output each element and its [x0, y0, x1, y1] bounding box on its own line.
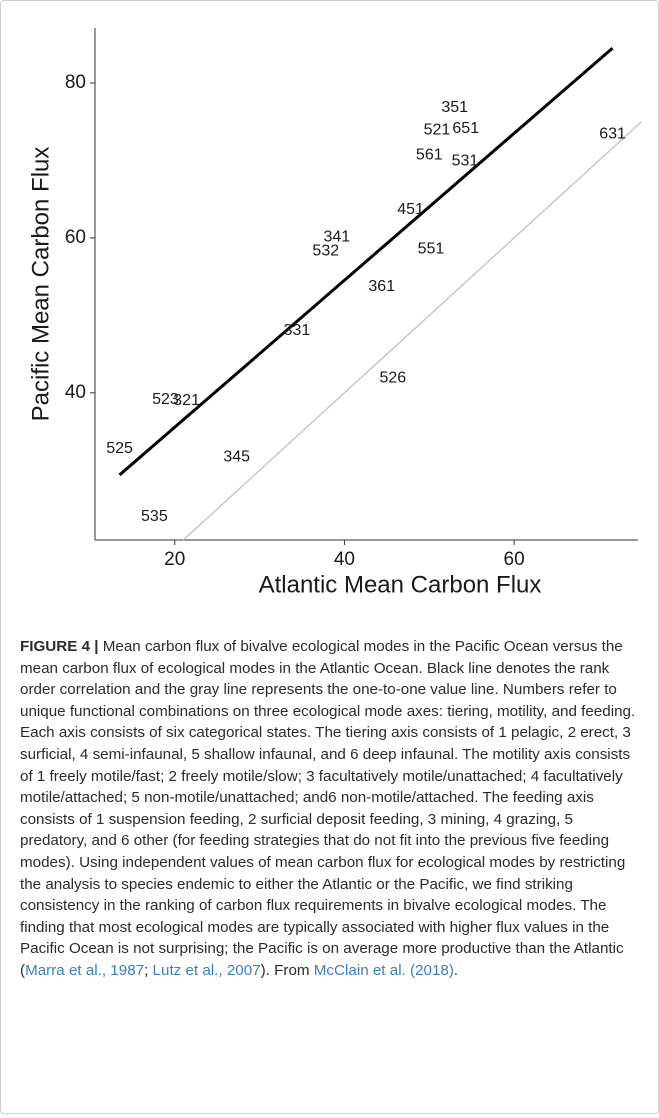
y-tick-label: 80 — [65, 72, 86, 93]
citation-link[interactable]: McClain et al. (2018) — [313, 961, 454, 979]
point-label: 523 — [152, 391, 179, 408]
x-tick-label: 40 — [334, 549, 355, 570]
y-tick-label: 60 — [65, 227, 86, 248]
caption-text: ; — [144, 961, 153, 979]
point-label: 525 — [106, 440, 133, 457]
citation-link[interactable]: Lutz et al., 2007 — [152, 961, 261, 979]
caption-text: ). From — [260, 961, 314, 979]
point-label: 531 — [452, 152, 479, 169]
caption-label: FIGURE 4 | — [20, 638, 99, 655]
point-label: 651 — [452, 120, 479, 137]
point-label: 521 — [424, 121, 451, 138]
caption-text: Mean carbon flux of bivalve ecological m… — [20, 638, 636, 979]
point-label: 331 — [284, 322, 311, 339]
point-label: 532 — [312, 242, 339, 259]
point-label: 451 — [397, 201, 424, 218]
point-label: 535 — [141, 508, 168, 525]
caption: FIGURE 4 | Mean carbon flux of bivalve e… — [20, 636, 642, 982]
x-axis-title: Atlantic Mean Carbon Flux — [259, 571, 542, 598]
reference-line — [118, 47, 614, 477]
point-label: 551 — [418, 241, 445, 258]
point-label: 341 — [323, 228, 350, 245]
point-label: 351 — [441, 99, 468, 116]
point-label: 345 — [223, 448, 250, 465]
point-label: 631 — [599, 125, 626, 142]
point-label: 561 — [416, 146, 443, 163]
point-label: 526 — [379, 369, 406, 386]
chart: Atlantic Mean Carbon Flux Pacific Mean C… — [27, 28, 642, 598]
point-label: 361 — [368, 278, 395, 295]
y-axis-title: Pacific Mean Carbon Flux — [27, 147, 54, 422]
caption-text: . — [453, 961, 459, 979]
citation-link[interactable]: Marra et al., 1987 — [25, 961, 145, 979]
x-tick-label: 20 — [164, 549, 185, 570]
reference-line — [182, 121, 642, 541]
point-label: 321 — [173, 392, 200, 409]
y-tick-label: 40 — [65, 382, 86, 403]
x-tick-label: 60 — [504, 549, 525, 570]
